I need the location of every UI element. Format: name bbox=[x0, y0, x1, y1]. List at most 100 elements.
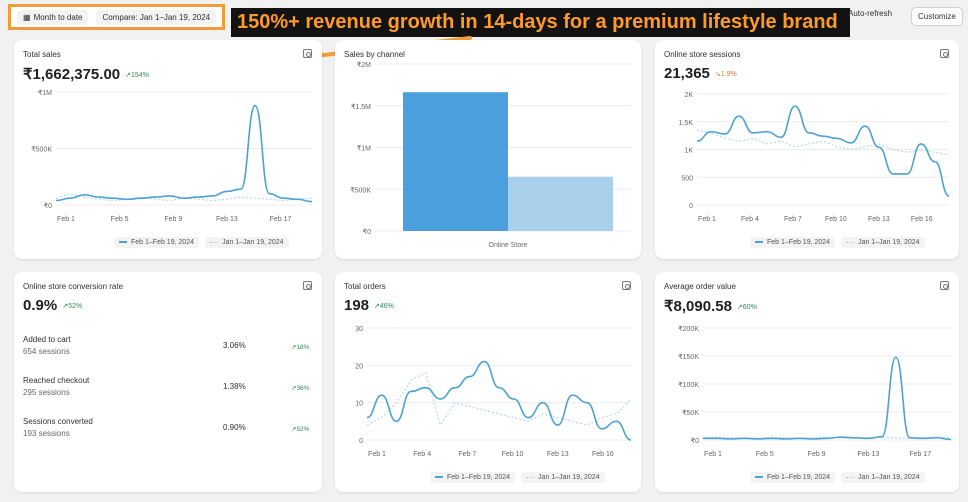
x-tick-label: Feb 13 bbox=[858, 451, 880, 458]
card-sales-by-channel[interactable]: Sales by channel ₹0 ₹500K ₹1M ₹1.5M ₹2M Onlin… bbox=[335, 40, 641, 259]
y-tick-label: 1.5K bbox=[679, 120, 694, 127]
funnel-percent: 0.90% bbox=[223, 423, 246, 432]
x-tick-label: Feb 1 bbox=[368, 451, 386, 458]
y-tick-label: ₹150K bbox=[678, 353, 699, 361]
explore-icon[interactable] bbox=[622, 281, 631, 290]
x-tick-label: Feb 17 bbox=[270, 216, 292, 223]
legend-previous: Jan 1–Jan 19, 2024 bbox=[841, 237, 925, 248]
legend: Feb 1–Feb 19, 2024 Jan 1–Jan 19, 2024 bbox=[750, 237, 925, 248]
legend-current: Feb 1–Feb 19, 2024 bbox=[430, 472, 516, 483]
y-tick-label: ₹1.5M bbox=[351, 103, 371, 111]
x-tick-label: Feb 9 bbox=[808, 451, 826, 458]
total-sales-delta: ↗154% bbox=[125, 72, 149, 80]
x-tick-label: Feb 9 bbox=[164, 216, 182, 223]
auto-refresh-toggle[interactable]: Auto-refresh bbox=[848, 9, 892, 18]
y-tick-label: ₹2M bbox=[357, 61, 371, 69]
explore-icon[interactable] bbox=[940, 49, 949, 58]
funnel-row: Reached checkout 295 sessions 1.38% ↗36% bbox=[23, 376, 313, 414]
y-tick-label: ₹0 bbox=[363, 228, 371, 236]
sales-channel-chart: ₹0 ₹500K ₹1M ₹1.5M ₹2M Online Store bbox=[350, 61, 631, 249]
funnel-row: Sessions converted 193 sessions 0.90% ↗5… bbox=[23, 417, 313, 455]
sessions-value: 21,365 ↘1.9% bbox=[664, 65, 737, 82]
x-tick-label: Feb 5 bbox=[756, 451, 774, 458]
y-tick-label: ₹50K bbox=[682, 409, 699, 417]
funnel-percent: 1.38% bbox=[223, 382, 246, 391]
y-tick-label: ₹500K bbox=[31, 146, 52, 154]
bar-current bbox=[403, 92, 508, 232]
explore-icon[interactable] bbox=[303, 281, 312, 290]
orders-title: Total orders bbox=[344, 282, 386, 291]
x-tick-label: Feb 13 bbox=[868, 216, 890, 223]
bar-previous bbox=[508, 176, 613, 231]
conversion-title: Online store conversion rate bbox=[23, 282, 124, 291]
top-bar: ▦ Month to date Compare: Jan 1–Jan 19, 2… bbox=[0, 0, 968, 37]
sessions-delta: ↘1.9% bbox=[714, 71, 737, 79]
explore-icon[interactable] bbox=[303, 49, 312, 58]
x-category-label: Online Store bbox=[489, 242, 528, 249]
funnel-change: ↗52% bbox=[291, 426, 310, 433]
x-tick-label: Feb 7 bbox=[784, 216, 802, 223]
funnel-sessions: 295 sessions bbox=[23, 388, 70, 397]
conversion-value: 0.9% ↗52% bbox=[23, 297, 82, 314]
funnel-percent: 3.06% bbox=[223, 341, 246, 350]
orders-value: 198 ↗46% bbox=[344, 297, 394, 314]
date-range-label: Month to date bbox=[33, 12, 83, 22]
legend-previous: Jan 1–Jan 19, 2024 bbox=[205, 237, 289, 248]
y-tick-label: ₹1M bbox=[357, 145, 371, 153]
series-line-current bbox=[366, 360, 632, 441]
aov-chart: ₹0 ₹50K ₹100K ₹150K ₹200K Feb 1 Feb 5 Feb 9 Feb … bbox=[678, 325, 952, 458]
orders-chart: 0 10 20 30 Feb 1 Feb 4 Feb 7 Feb 10 Feb 13 Feb 16 bbox=[355, 326, 632, 458]
legend: Feb 1–Feb 19, 2024 Jan 1–Jan 19, 2024 bbox=[114, 237, 289, 248]
y-tick-label: ₹200K bbox=[678, 325, 699, 333]
total-sales-value: ₹1,662,375.00 ↗154% bbox=[23, 65, 149, 83]
y-tick-label: 10 bbox=[355, 401, 363, 408]
card-total-orders[interactable]: Total orders 198 ↗46% 0 10 20 30 Feb 1 Feb 4 Fe… bbox=[335, 272, 641, 492]
funnel-sessions: 193 sessions bbox=[23, 429, 70, 438]
series-line-previous bbox=[696, 129, 950, 156]
card-total-sales[interactable]: Total sales ₹1,662,375.00 ↗154% ₹0 ₹500K ₹1… bbox=[14, 40, 322, 259]
total-sales-title: Total sales bbox=[23, 50, 61, 59]
compare-button[interactable]: Compare: Jan 1–Jan 19, 2024 bbox=[96, 9, 217, 25]
funnel-sessions: 654 sessions bbox=[23, 347, 70, 356]
card-conversion-rate[interactable]: Online store conversion rate 0.9% ↗52% Ad… bbox=[14, 272, 322, 492]
date-range-button[interactable]: ▦ Month to date bbox=[17, 9, 89, 25]
series-line-current bbox=[696, 105, 950, 197]
y-tick-label: ₹0 bbox=[44, 202, 52, 210]
y-tick-label: ₹0 bbox=[691, 437, 699, 445]
y-tick-label: 0 bbox=[689, 203, 693, 210]
aov-amount: ₹8,090.58 bbox=[664, 298, 732, 315]
card-average-order-value[interactable]: Average order value ₹8,090.58 ↗60% ₹0 ₹50K… bbox=[655, 272, 959, 492]
legend: Feb 1–Feb 19, 2024 Jan 1–Jan 19, 2024 bbox=[750, 472, 925, 483]
series-line-previous bbox=[366, 371, 632, 427]
x-tick-label: Feb 13 bbox=[547, 451, 569, 458]
x-tick-label: Feb 7 bbox=[458, 451, 476, 458]
legend-current: Feb 1–Feb 19, 2024 bbox=[750, 472, 836, 483]
sales-channel-title: Sales by channel bbox=[344, 50, 405, 59]
funnel-change: ↗36% bbox=[291, 385, 310, 392]
legend-current: Feb 1–Feb 19, 2024 bbox=[114, 237, 200, 248]
explore-icon[interactable] bbox=[940, 281, 949, 290]
orders-delta: ↗46% bbox=[374, 303, 394, 311]
sessions-title: Online store sessions bbox=[664, 50, 741, 59]
sessions-chart: 0 500 1K 1.5K 2K Feb 1 Feb 4 Feb 7 Feb 10 Feb 13 F… bbox=[679, 92, 950, 223]
x-tick-label: Feb 13 bbox=[216, 216, 238, 223]
sessions-count: 21,365 bbox=[664, 65, 710, 82]
legend-current: Feb 1–Feb 19, 2024 bbox=[750, 237, 836, 248]
x-tick-label: Feb 10 bbox=[825, 216, 847, 223]
customize-button[interactable]: Customize bbox=[911, 7, 963, 26]
card-store-sessions[interactable]: Online store sessions 21,365 ↘1.9% 0 500 1K… bbox=[655, 40, 959, 259]
aov-title: Average order value bbox=[664, 282, 736, 291]
series-line-current bbox=[703, 356, 952, 441]
x-tick-label: Feb 16 bbox=[592, 451, 614, 458]
x-tick-label: Feb 1 bbox=[704, 451, 722, 458]
compare-label: Compare: Jan 1–Jan 19, 2024 bbox=[102, 12, 211, 22]
series-line-current bbox=[55, 104, 313, 203]
aov-value: ₹8,090.58 ↗60% bbox=[664, 297, 757, 315]
funnel-change: ↗18% bbox=[291, 344, 310, 351]
funnel-label: Reached checkout bbox=[23, 376, 90, 385]
funnel-row: Added to cart 654 sessions 3.06% ↗18% bbox=[23, 335, 313, 373]
y-tick-label: ₹1M bbox=[38, 89, 52, 97]
x-tick-label: Feb 17 bbox=[909, 451, 931, 458]
x-tick-label: Feb 10 bbox=[502, 451, 524, 458]
x-tick-label: Feb 4 bbox=[741, 216, 759, 223]
